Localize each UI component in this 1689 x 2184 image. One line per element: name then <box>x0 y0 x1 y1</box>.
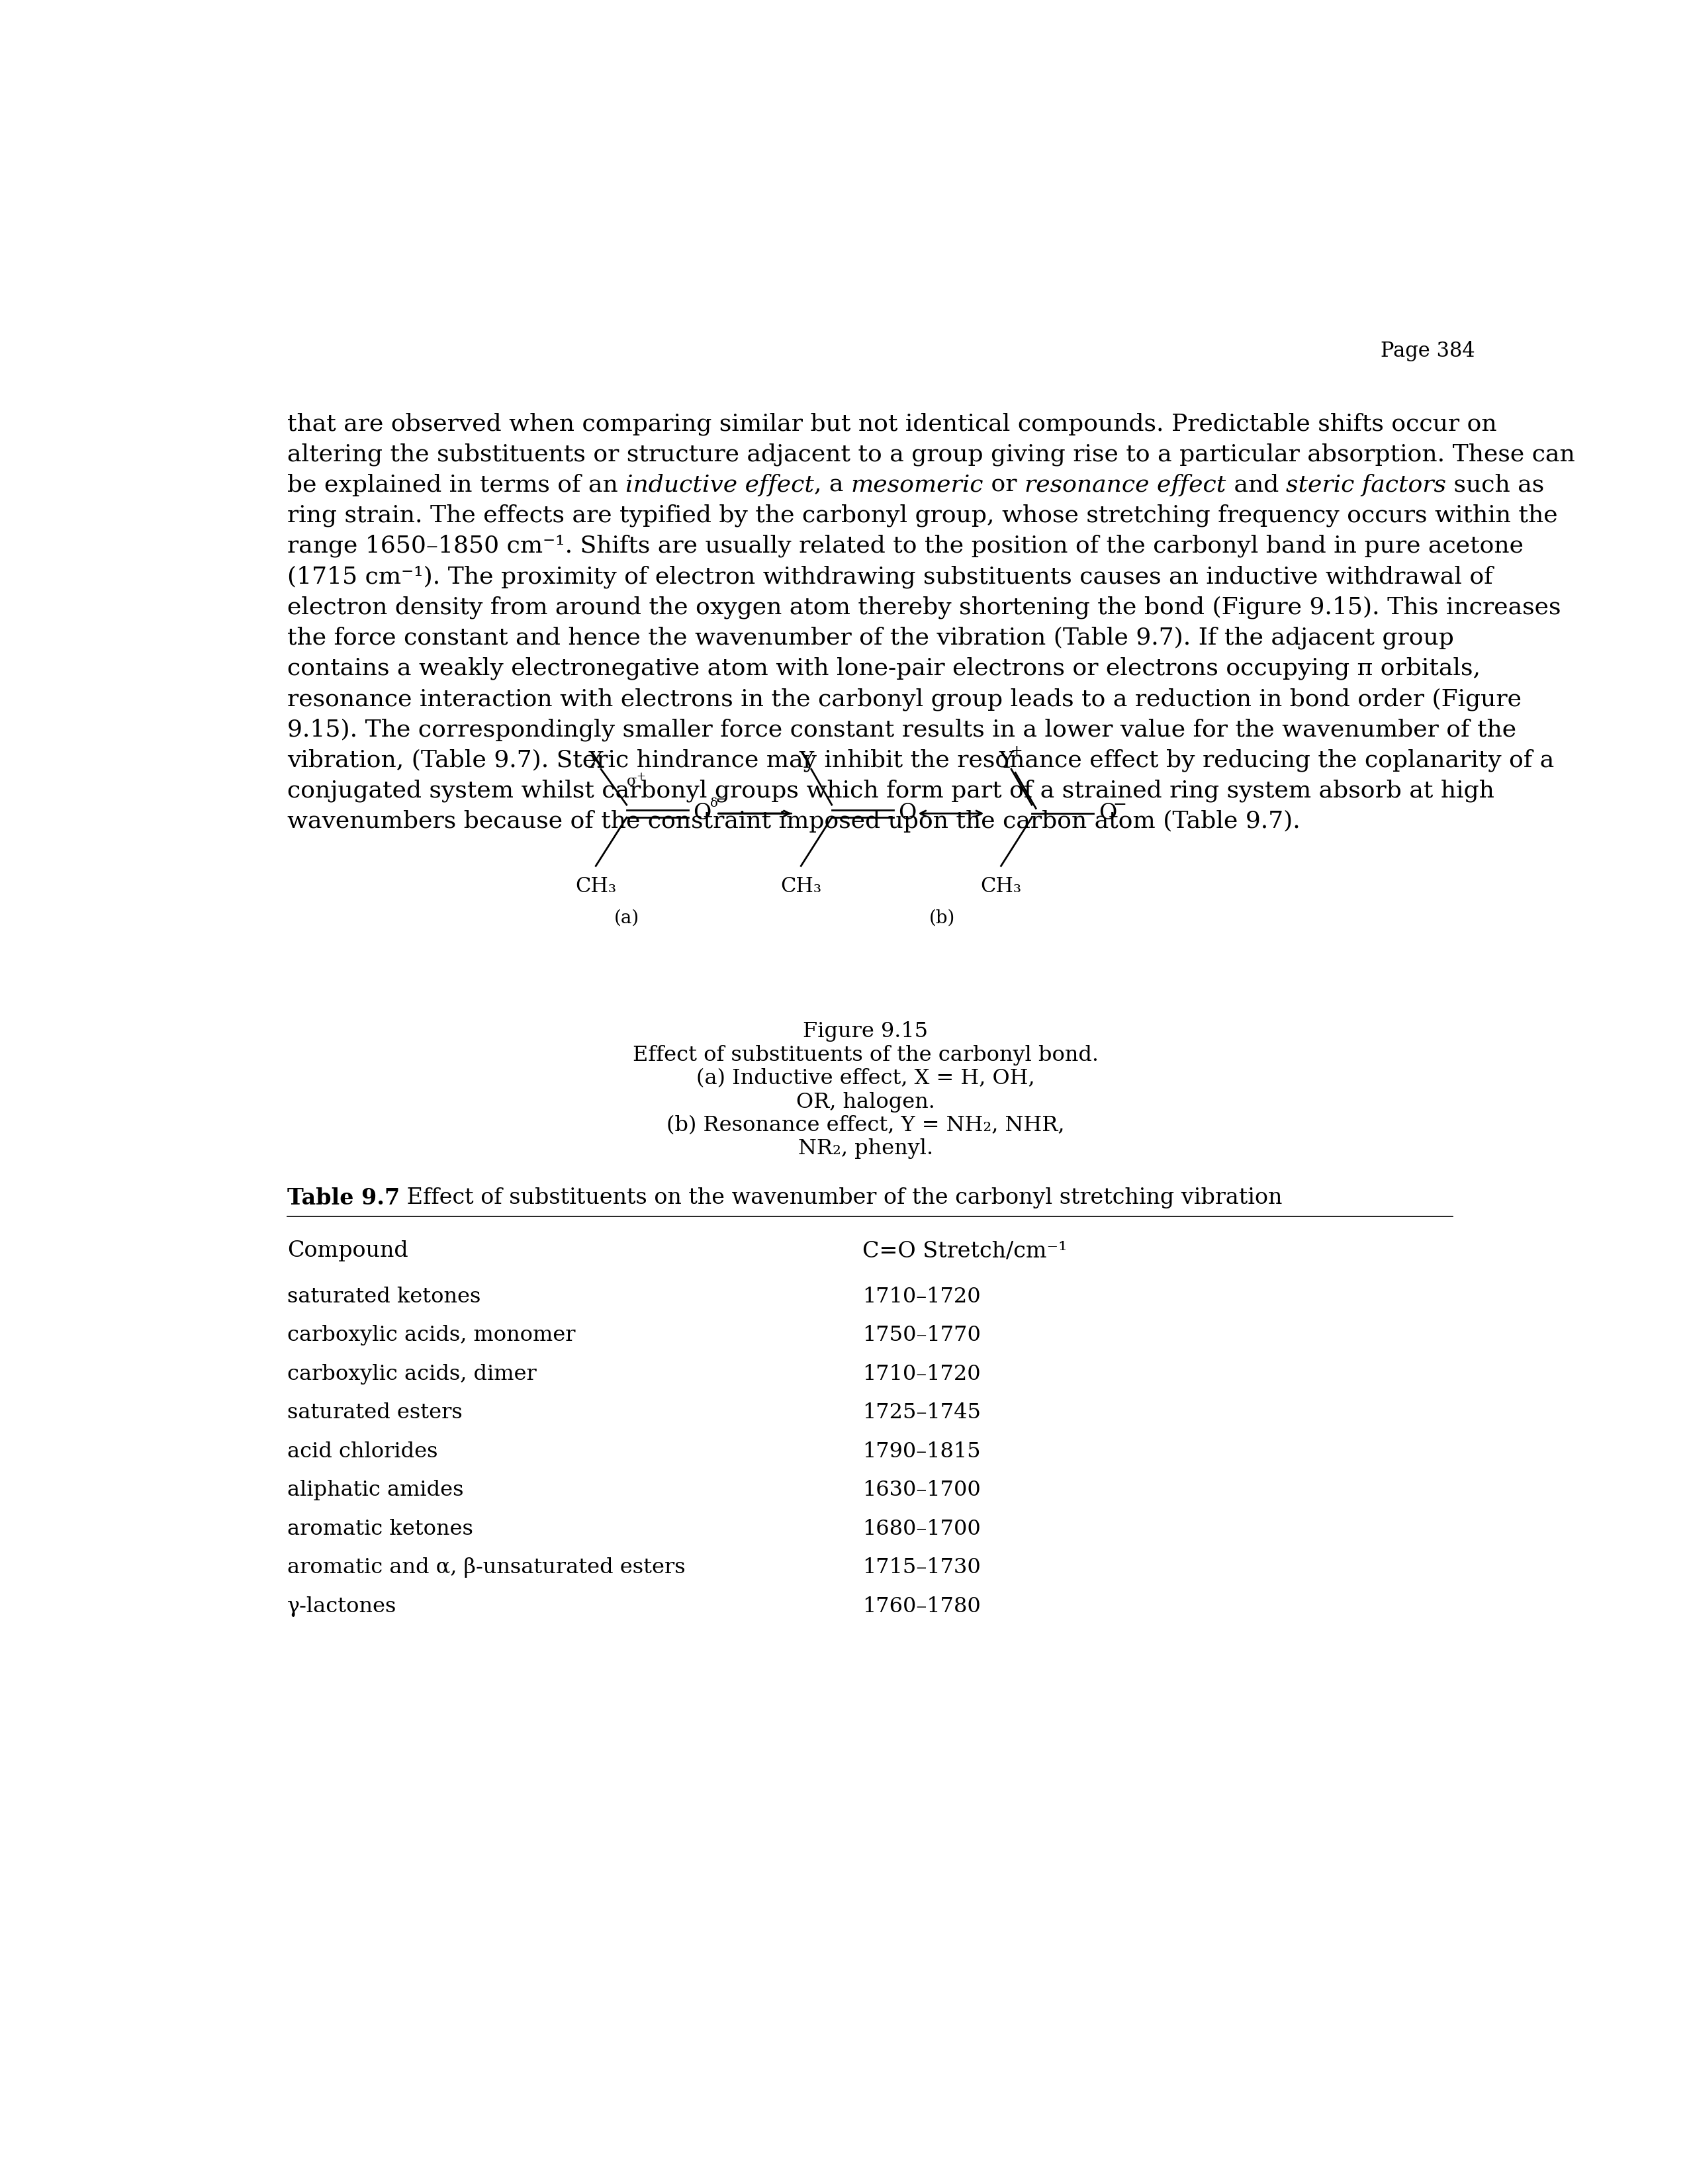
Text: ring strain. The effects are typified by the carbonyl group, whose stretching fr: ring strain. The effects are typified by… <box>287 505 1557 526</box>
Text: electron density from around the oxygen atom thereby shortening the bond (Figure: electron density from around the oxygen … <box>287 596 1561 618</box>
Text: CH₃: CH₃ <box>576 876 616 898</box>
Text: saturated ketones: saturated ketones <box>287 1286 481 1306</box>
Text: O: O <box>899 804 917 823</box>
Text: resonance interaction with electrons in the carbonyl group leads to a reduction : resonance interaction with electrons in … <box>287 688 1522 710</box>
Text: , a: , a <box>814 474 851 496</box>
Text: +: + <box>1010 745 1022 758</box>
Text: 1680–1700: 1680–1700 <box>863 1518 981 1540</box>
Text: wavenumbers because of the constraint imposed upon the carbon atom (Table 9.7).: wavenumbers because of the constraint im… <box>287 810 1301 832</box>
Text: 1715–1730: 1715–1730 <box>863 1557 981 1579</box>
Text: carboxylic acids, dimer: carboxylic acids, dimer <box>287 1363 537 1385</box>
Text: CH₃: CH₃ <box>981 876 1022 898</box>
Text: (a): (a) <box>613 909 638 928</box>
Text: −: − <box>1113 797 1127 812</box>
Text: 1710–1720: 1710–1720 <box>863 1286 981 1306</box>
Text: NR₂, phenyl.: NR₂, phenyl. <box>799 1138 932 1160</box>
Text: (1715 cm⁻¹). The proximity of electron withdrawing substituents causes an induct: (1715 cm⁻¹). The proximity of electron w… <box>287 566 1493 587</box>
Text: steric factors: steric factors <box>1285 474 1446 496</box>
Text: 9.15). The correspondingly smaller force constant results in a lower value for t: 9.15). The correspondingly smaller force… <box>287 719 1517 740</box>
Text: +: + <box>637 771 645 782</box>
Text: 1725–1745: 1725–1745 <box>863 1402 981 1424</box>
Text: 1630–1700: 1630–1700 <box>863 1481 981 1500</box>
Text: inductive effect: inductive effect <box>625 474 814 496</box>
Text: O: O <box>692 804 711 823</box>
Text: Y: Y <box>799 751 814 773</box>
Text: the force constant and hence the wavenumber of the vibration (Table 9.7). If the: the force constant and hence the wavenum… <box>287 627 1454 649</box>
Text: γ-lactones: γ-lactones <box>287 1597 397 1616</box>
Text: OR, halogen.: OR, halogen. <box>796 1092 936 1112</box>
Text: carboxylic acids, monomer: carboxylic acids, monomer <box>287 1326 576 1345</box>
Text: (b) Resonance effect, Y = NH₂, NHR,: (b) Resonance effect, Y = NH₂, NHR, <box>667 1116 1064 1136</box>
Text: aromatic and α, β-unsaturated esters: aromatic and α, β-unsaturated esters <box>287 1557 686 1579</box>
Text: δ: δ <box>709 797 718 810</box>
Text: acid chlorides: acid chlorides <box>287 1441 437 1461</box>
Text: altering the substituents or structure adjacent to a group giving rise to a part: altering the substituents or structure a… <box>287 443 1574 465</box>
Text: 1750–1770: 1750–1770 <box>863 1326 981 1345</box>
Text: X: X <box>588 751 603 773</box>
Text: and: and <box>1226 474 1285 496</box>
Text: resonance effect: resonance effect <box>1025 474 1226 496</box>
Text: Effect of substituents on the wavenumber of the carbonyl stretching vibration: Effect of substituents on the wavenumber… <box>400 1188 1282 1208</box>
Text: or: or <box>983 474 1025 496</box>
Text: 1760–1780: 1760–1780 <box>863 1597 981 1616</box>
Text: saturated esters: saturated esters <box>287 1402 463 1424</box>
Text: (b): (b) <box>929 909 954 928</box>
Text: vibration, (Table 9.7). Steric hindrance may inhibit the resonance effect by red: vibration, (Table 9.7). Steric hindrance… <box>287 749 1554 771</box>
Text: CH₃: CH₃ <box>780 876 821 898</box>
Text: O: O <box>1098 804 1116 823</box>
Text: Compound: Compound <box>287 1241 409 1262</box>
Text: conjugated system whilst carbonyl groups which form part of a strained ring syst: conjugated system whilst carbonyl groups… <box>287 780 1495 802</box>
Text: be explained in terms of an: be explained in terms of an <box>287 474 625 496</box>
Text: Table 9.7: Table 9.7 <box>287 1188 400 1210</box>
Text: contains a weakly electronegative atom with lone-pair electrons or electrons occ: contains a weakly electronegative atom w… <box>287 657 1480 679</box>
Text: C=O Stretch/cm⁻¹: C=O Stretch/cm⁻¹ <box>863 1241 1067 1262</box>
Text: σ: σ <box>627 775 637 788</box>
Text: Y: Y <box>998 751 1013 773</box>
Text: that are observed when comparing similar but not identical compounds. Predictabl: that are observed when comparing similar… <box>287 413 1496 435</box>
Text: range 1650–1850 cm⁻¹. Shifts are usually related to the position of the carbonyl: range 1650–1850 cm⁻¹. Shifts are usually… <box>287 535 1523 557</box>
Text: mesomeric: mesomeric <box>851 474 983 496</box>
Text: (a) Inductive effect, X = H, OH,: (a) Inductive effect, X = H, OH, <box>696 1068 1035 1090</box>
Text: 1710–1720: 1710–1720 <box>863 1363 981 1385</box>
Text: 1790–1815: 1790–1815 <box>863 1441 981 1461</box>
Text: such as: such as <box>1446 474 1544 496</box>
Text: Page 384: Page 384 <box>1380 341 1474 363</box>
Text: aromatic ketones: aromatic ketones <box>287 1518 473 1540</box>
Text: Effect of substituents of the carbonyl bond.: Effect of substituents of the carbonyl b… <box>633 1044 1098 1066</box>
Text: −: − <box>716 793 726 806</box>
Text: Figure 9.15: Figure 9.15 <box>802 1022 929 1042</box>
Text: aliphatic amides: aliphatic amides <box>287 1481 463 1500</box>
